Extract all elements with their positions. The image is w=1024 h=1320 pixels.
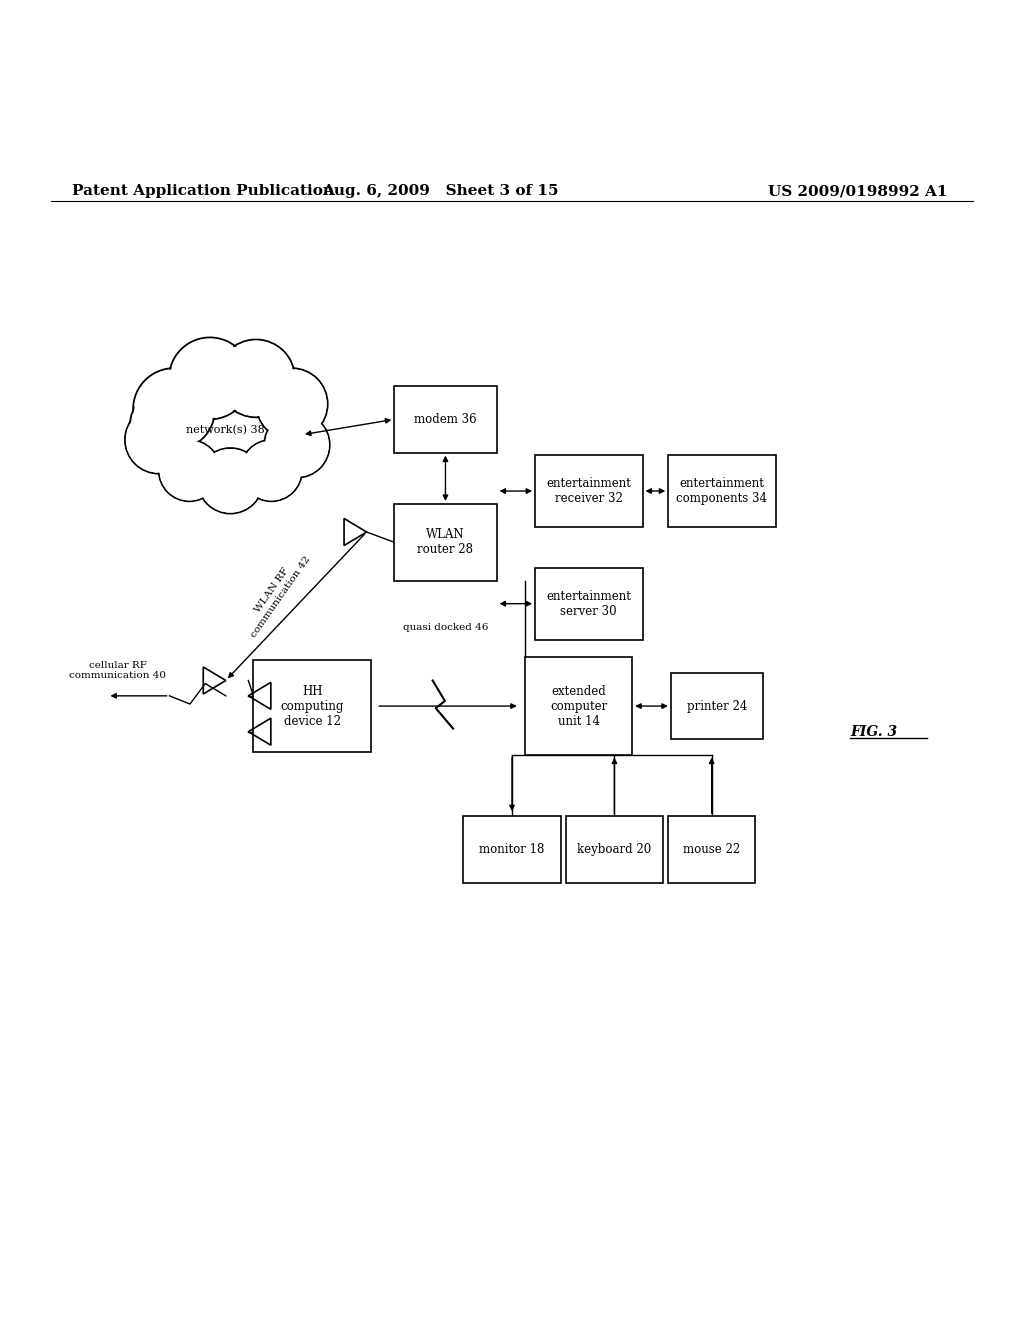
Text: cellular RF
communication 40: cellular RF communication 40 bbox=[70, 660, 166, 680]
Bar bbox=[535, 455, 643, 527]
Circle shape bbox=[198, 447, 263, 513]
Text: modem 36: modem 36 bbox=[414, 413, 477, 426]
Text: WLAN
router 28: WLAN router 28 bbox=[418, 528, 473, 556]
Circle shape bbox=[219, 342, 293, 416]
Circle shape bbox=[125, 407, 193, 474]
Circle shape bbox=[200, 450, 261, 512]
Text: keyboard 20: keyboard 20 bbox=[578, 843, 651, 855]
Text: HH
computing
device 12: HH computing device 12 bbox=[281, 685, 344, 727]
Bar bbox=[668, 455, 776, 527]
Circle shape bbox=[243, 441, 301, 500]
Bar bbox=[524, 657, 632, 755]
Bar bbox=[671, 673, 763, 739]
Text: Patent Application Publication: Patent Application Publication bbox=[72, 183, 334, 198]
Bar bbox=[463, 816, 561, 883]
Circle shape bbox=[160, 441, 219, 500]
Text: monitor 18: monitor 18 bbox=[479, 843, 545, 855]
Text: network(s) 38: network(s) 38 bbox=[186, 425, 264, 434]
Text: entertainment
server 30: entertainment server 30 bbox=[547, 590, 631, 618]
Text: WLAN RF
communication 42: WLAN RF communication 42 bbox=[241, 548, 312, 639]
Text: entertainment
receiver 32: entertainment receiver 32 bbox=[547, 477, 631, 506]
Text: quasi docked 46: quasi docked 46 bbox=[402, 623, 488, 632]
Text: FIG. 3: FIG. 3 bbox=[850, 725, 897, 739]
Circle shape bbox=[256, 368, 328, 440]
Bar bbox=[254, 660, 371, 752]
Circle shape bbox=[135, 370, 213, 447]
Bar bbox=[668, 816, 755, 883]
Text: Aug. 6, 2009   Sheet 3 of 15: Aug. 6, 2009 Sheet 3 of 15 bbox=[323, 183, 558, 198]
Circle shape bbox=[169, 338, 251, 420]
Circle shape bbox=[258, 370, 326, 438]
Bar bbox=[565, 816, 664, 883]
Circle shape bbox=[159, 440, 220, 502]
Circle shape bbox=[217, 339, 295, 417]
Text: extended
computer
unit 14: extended computer unit 14 bbox=[550, 685, 607, 727]
Text: printer 24: printer 24 bbox=[687, 700, 746, 713]
Text: entertainment
components 34: entertainment components 34 bbox=[677, 477, 767, 506]
Circle shape bbox=[264, 412, 330, 478]
Circle shape bbox=[241, 440, 302, 502]
Bar bbox=[394, 504, 497, 581]
Circle shape bbox=[127, 408, 190, 473]
Circle shape bbox=[130, 391, 198, 458]
Circle shape bbox=[266, 414, 328, 477]
Text: mouse 22: mouse 22 bbox=[683, 843, 740, 855]
Circle shape bbox=[133, 368, 215, 450]
Bar bbox=[394, 385, 497, 453]
Text: US 2009/0198992 A1: US 2009/0198992 A1 bbox=[768, 183, 947, 198]
Circle shape bbox=[132, 392, 196, 457]
Circle shape bbox=[171, 339, 249, 417]
Bar bbox=[535, 568, 643, 639]
